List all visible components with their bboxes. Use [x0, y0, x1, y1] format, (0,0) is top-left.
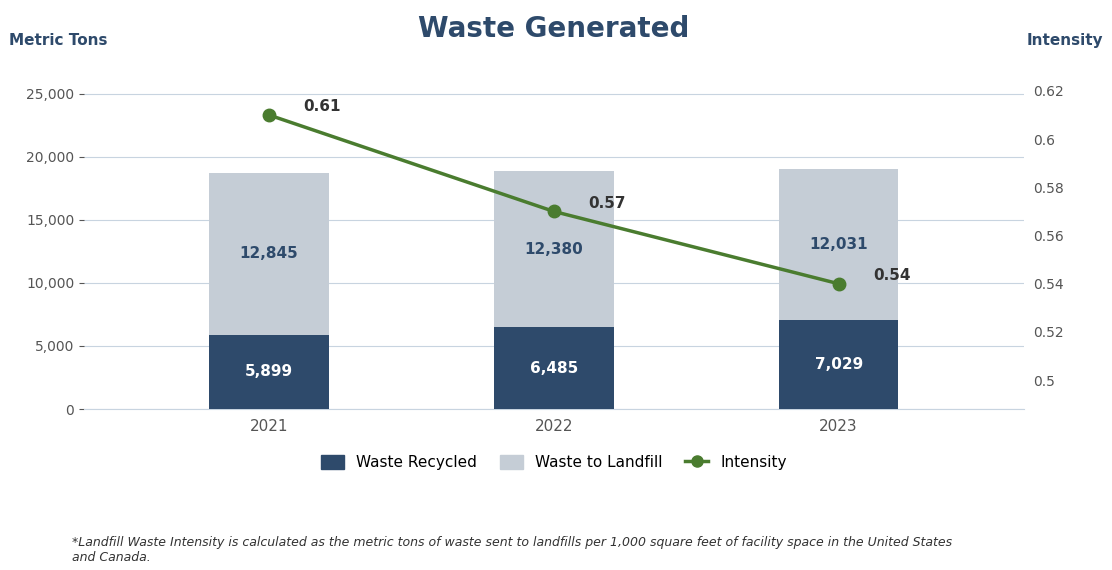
Text: 0.57: 0.57: [588, 196, 626, 211]
Text: 12,845: 12,845: [240, 246, 298, 261]
Bar: [494, 327, 614, 409]
Text: 6,485: 6,485: [529, 361, 578, 376]
Text: Intensity: Intensity: [1027, 33, 1103, 48]
Text: 7,029: 7,029: [814, 357, 863, 372]
Text: 0.54: 0.54: [873, 268, 911, 283]
Text: 12,380: 12,380: [525, 242, 583, 256]
Legend: Waste Recycled, Waste to Landfill, Intensity: Waste Recycled, Waste to Landfill, Inten…: [314, 447, 795, 478]
Bar: [209, 173, 329, 335]
Bar: [778, 320, 898, 409]
Title: Waste Generated: Waste Generated: [418, 15, 689, 43]
Text: 5,899: 5,899: [245, 364, 294, 380]
Text: 0.61: 0.61: [304, 99, 340, 115]
Text: 12,031: 12,031: [810, 237, 868, 252]
Text: Metric Tons: Metric Tons: [9, 33, 107, 48]
Bar: [778, 169, 898, 320]
Bar: [494, 171, 614, 327]
Bar: [209, 335, 329, 409]
Text: *Landfill Waste Intensity is calculated as the metric tons of waste sent to land: *Landfill Waste Intensity is calculated …: [72, 536, 952, 564]
